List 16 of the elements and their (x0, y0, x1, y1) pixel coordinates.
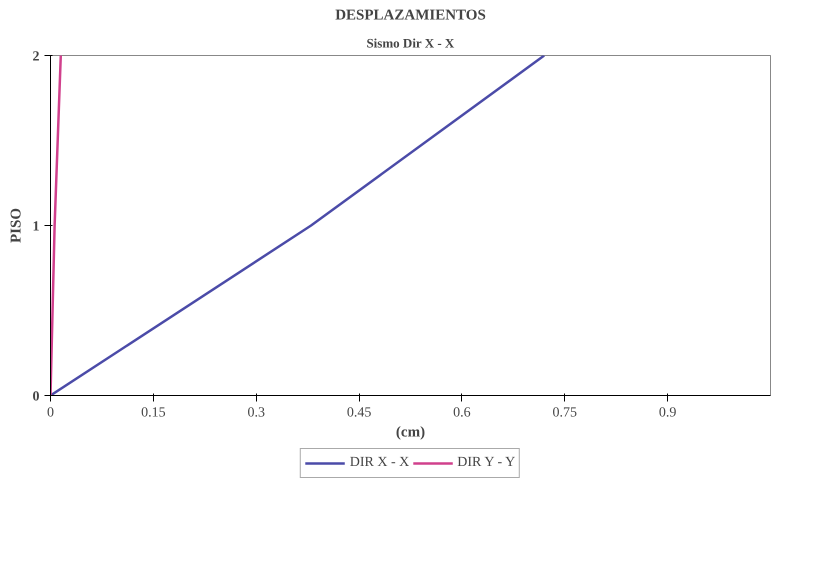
y-tick-label: 1 (32, 220, 40, 234)
legend-label: DIR X - X (350, 455, 410, 471)
x-tick-label: 0.45 (346, 406, 372, 420)
y-axis-title: PISO (8, 208, 24, 244)
x-tick-label: 0.9 (658, 406, 676, 420)
x-tick-label: 0 (47, 406, 54, 420)
x-axis-title: (cm) (396, 424, 426, 440)
y-tick-label: 0 (32, 390, 40, 404)
x-tick-label: 0.3 (247, 406, 265, 420)
chart-title: DESPLAZAMIENTOS (335, 8, 486, 24)
x-tick-label: 0.75 (552, 406, 578, 420)
x-tick-label: 0.15 (141, 406, 166, 420)
legend-label: DIR Y - Y (457, 455, 516, 471)
y-tick-label: 2 (32, 50, 40, 64)
chart-subtitle: Sismo Dir X - X (366, 36, 455, 50)
x-tick-label: 0.6 (453, 406, 471, 420)
